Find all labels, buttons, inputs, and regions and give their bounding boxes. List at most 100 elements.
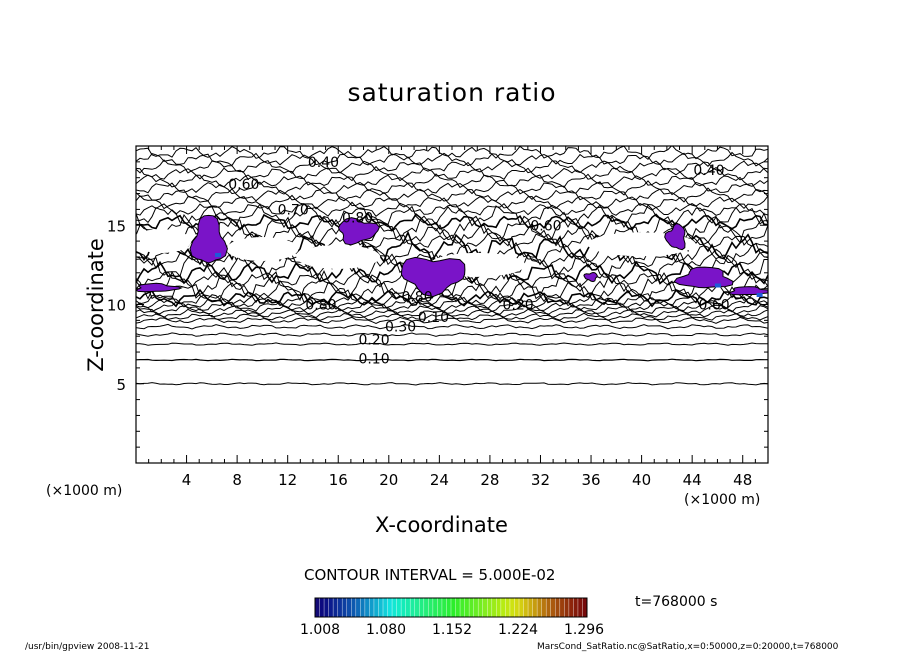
contour-line bbox=[136, 159, 768, 175]
supersaturated-region bbox=[664, 223, 686, 251]
colorbar-cell bbox=[460, 598, 466, 617]
contour-line bbox=[136, 173, 768, 189]
x-tick-label: 32 bbox=[531, 471, 550, 489]
colorbar-cell bbox=[369, 598, 375, 617]
supersaturated-region bbox=[673, 266, 734, 289]
colorbar-cell bbox=[351, 598, 357, 617]
colorbar-cell bbox=[455, 598, 461, 617]
contour-line bbox=[136, 304, 768, 316]
contour-label: 0.20 bbox=[503, 298, 534, 314]
footer-right: MarsCond_SatRatio.nc@SatRatio,x=0:50000,… bbox=[537, 642, 839, 652]
chart-title: saturation ratio bbox=[347, 78, 557, 107]
contour-line bbox=[136, 187, 768, 203]
colorbar-tick-label: 1.224 bbox=[498, 622, 539, 638]
colorbar-cell bbox=[555, 598, 561, 617]
contour-line bbox=[136, 269, 768, 302]
colorbar-cell bbox=[373, 598, 379, 617]
x-tick-label: 12 bbox=[278, 471, 297, 489]
x-tick-label: 16 bbox=[329, 471, 348, 489]
colorbar-cell bbox=[473, 598, 479, 617]
supersaturated-region bbox=[189, 214, 228, 264]
colorbar-cell bbox=[405, 598, 411, 617]
supersaturated-core bbox=[714, 283, 721, 288]
x-tick-label: 20 bbox=[379, 471, 398, 489]
colorbar-cell bbox=[464, 598, 470, 617]
contour-line bbox=[136, 296, 768, 310]
x-tick-label: 48 bbox=[733, 471, 752, 489]
time-label: t=768000 s bbox=[635, 594, 718, 610]
contour-layer: 0.40 0.40 0.60 0.70 0.80 0.60 0.80 0.80 0.20 0.10… bbox=[136, 146, 768, 386]
colorbar-cell bbox=[523, 598, 529, 617]
contour-line bbox=[136, 201, 768, 218]
contour-label: 0.60 bbox=[228, 177, 259, 193]
cloud-gap bbox=[136, 229, 192, 254]
colorbar-cell bbox=[514, 598, 520, 617]
contour-label: 0.80 bbox=[305, 298, 336, 314]
contour-line bbox=[136, 308, 768, 319]
contour-line bbox=[136, 151, 768, 168]
y-tick-label: 5 bbox=[116, 376, 126, 394]
colorbar-cell bbox=[346, 598, 352, 617]
colorbar-cell bbox=[491, 598, 497, 617]
cloud-gap bbox=[296, 244, 381, 269]
contour-line bbox=[136, 288, 768, 308]
contour-label: 0.70 bbox=[278, 202, 309, 218]
colorbar-cell bbox=[319, 598, 325, 617]
colorbar-cell bbox=[496, 598, 502, 617]
contour-label: 0.60 bbox=[698, 298, 729, 314]
colorbar-cell bbox=[324, 598, 330, 617]
contour-line bbox=[136, 146, 768, 161]
contour-label: 0.80 bbox=[401, 290, 432, 306]
colorbar-cell bbox=[446, 598, 452, 617]
x-tick-label: 40 bbox=[632, 471, 651, 489]
colorbar-cell bbox=[537, 598, 543, 617]
z-unit-label: (×1000 m) bbox=[46, 483, 123, 499]
colorbar-cell bbox=[451, 598, 457, 617]
contour-label: 0.20 bbox=[358, 332, 389, 348]
colorbar-cell bbox=[333, 598, 339, 617]
x-tick-label: 44 bbox=[683, 471, 702, 489]
colorbar-cell bbox=[532, 598, 538, 617]
supersaturated-core bbox=[756, 293, 763, 298]
colorbar-tick-label: 1.080 bbox=[366, 622, 407, 638]
colorbar-tick-label: 1.008 bbox=[300, 622, 341, 638]
colorbar-cell bbox=[383, 598, 389, 617]
contour-line bbox=[136, 180, 768, 196]
y-tick-label: 15 bbox=[107, 217, 126, 235]
colorbar-cell bbox=[315, 598, 321, 617]
supersaturated-core bbox=[215, 252, 221, 257]
x-axis-label: X-coordinate bbox=[375, 513, 508, 537]
colorbar-cell bbox=[360, 598, 366, 617]
contour-label: 0.10 bbox=[358, 351, 389, 367]
contour-line bbox=[136, 203, 768, 229]
contour-interval-label: CONTOUR INTERVAL = 5.000E-02 bbox=[304, 566, 556, 584]
colorbar-cell bbox=[337, 598, 343, 617]
y-axis-label: Z-coordinate bbox=[84, 238, 108, 372]
contour-line bbox=[136, 300, 768, 313]
colorbar-cell bbox=[441, 598, 447, 617]
contour-line bbox=[136, 212, 768, 232]
colorbar-cell bbox=[500, 598, 506, 617]
supersaturated-region bbox=[337, 217, 380, 246]
colorbar-cell bbox=[401, 598, 407, 617]
colorbar-cell bbox=[378, 598, 384, 617]
colorbar-cell bbox=[478, 598, 484, 617]
colorbar-cell bbox=[396, 598, 402, 617]
contour-line bbox=[136, 194, 768, 210]
colorbar-cell bbox=[428, 598, 434, 617]
contour-line bbox=[136, 332, 768, 337]
cloud-gap bbox=[226, 237, 299, 262]
colorbar-cell bbox=[546, 598, 552, 617]
colorbar-cell bbox=[519, 598, 525, 617]
colorbar-cell bbox=[577, 598, 583, 617]
contour-label: 0.30 bbox=[385, 320, 416, 336]
colorbar-cell bbox=[328, 598, 334, 617]
x-unit-label: (×1000 m) bbox=[684, 492, 761, 508]
colorbar-cell bbox=[482, 598, 488, 617]
colorbar-cell bbox=[505, 598, 511, 617]
colorbar-cell bbox=[487, 598, 493, 617]
contour-label: 0.10 bbox=[418, 310, 449, 326]
colorbar-cell bbox=[528, 598, 534, 617]
x-tick-label: 24 bbox=[430, 471, 449, 489]
contour-line bbox=[136, 323, 768, 330]
